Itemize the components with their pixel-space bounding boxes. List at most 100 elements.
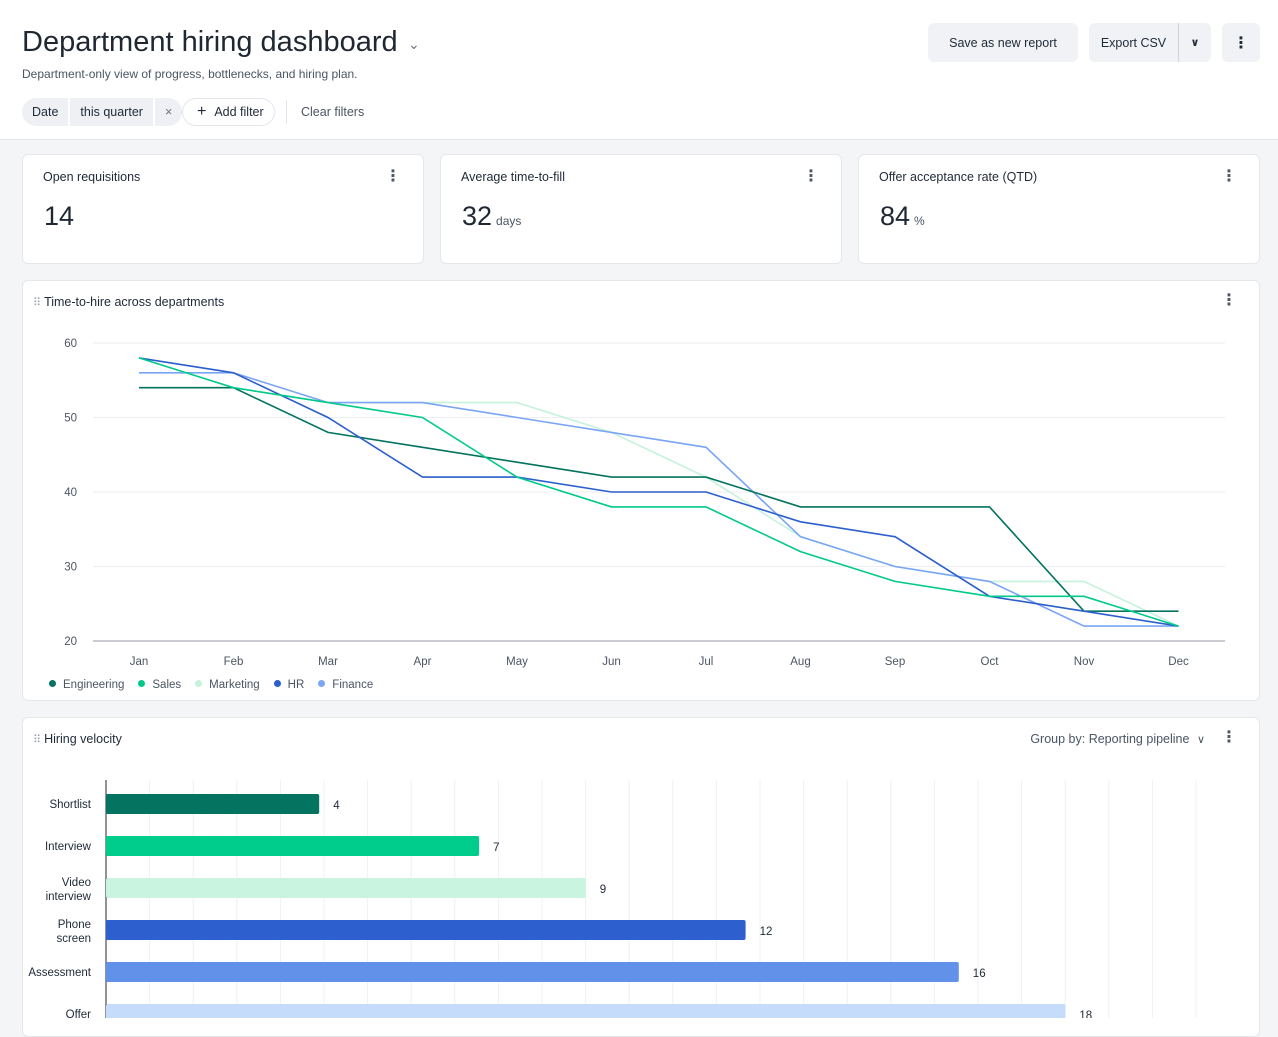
kpi-card: Open requisitions ⋮ 14 — [22, 154, 424, 264]
card-title-text: Time-to-hire across departments — [44, 295, 225, 309]
kpi-label: Open requisitions — [43, 170, 141, 184]
x-tick-label: Feb — [224, 656, 244, 668]
card-title: ⠿ Time-to-hire across departments — [33, 295, 224, 309]
kpi-unit: % — [914, 214, 925, 228]
x-tick-label: Jul — [699, 656, 714, 668]
save-report-button[interactable]: Save as new report — [928, 23, 1078, 62]
value-label: 7 — [493, 842, 499, 854]
card-title-text: Hiring velocity — [44, 732, 122, 746]
hiring-velocity-card: ⠿ Hiring velocity Group by: Reporting pip… — [22, 717, 1260, 1037]
y-tick-label: 60 — [64, 338, 77, 350]
close-icon[interactable]: × — [154, 98, 183, 126]
legend-item[interactable]: Engineering — [49, 679, 124, 691]
filter-value[interactable]: this quarter — [70, 98, 153, 126]
add-filter-label: Add filter — [214, 105, 264, 119]
page-title: Department hiring dashboard — [22, 26, 398, 58]
clear-filters-button[interactable]: Clear filters — [301, 105, 365, 119]
page-subtitle: Department-only view of progress, bottle… — [22, 67, 358, 81]
value-label: 16 — [973, 968, 986, 980]
chevron-down-icon[interactable]: ⌄ — [408, 36, 420, 52]
legend-item[interactable]: Sales — [138, 679, 181, 691]
legend-label: Engineering — [63, 679, 125, 691]
add-filter-button[interactable]: + Add filter — [182, 98, 275, 126]
export-csv-button[interactable]: Export CSV — [1089, 23, 1179, 62]
x-tick-label: Dec — [1168, 656, 1189, 668]
kpi-number: 84 — [880, 201, 911, 231]
kpi-value: 84% — [880, 201, 925, 232]
category-label: Interview — [45, 841, 92, 853]
x-tick-label: Oct — [981, 656, 1000, 668]
legend-item[interactable]: Finance — [318, 679, 373, 691]
category-label: Phone screen — [56, 919, 91, 945]
kpi-card: Average time-to-fill ⋮ 32 days — [440, 154, 842, 264]
filter-field: Date — [22, 98, 69, 126]
export-options-button[interactable]: ∨ — [1179, 23, 1211, 62]
chart-legend: Engineering Sales Marketing HR Finance — [49, 679, 373, 691]
group-by-dropdown[interactable]: Group by: Reporting pipeline ∨ — [1030, 732, 1205, 746]
y-tick-label: 40 — [64, 487, 77, 499]
x-tick-label: Jan — [130, 656, 149, 668]
x-tick-label: Aug — [790, 656, 810, 668]
kebab-icon[interactable]: ⋮ — [803, 168, 819, 185]
kebab-icon[interactable]: ⋮ — [1221, 168, 1237, 185]
x-tick-label: Sep — [885, 656, 905, 668]
x-tick-label: Mar — [318, 656, 338, 668]
bar-chart: Shortlist 4 Interview 7 Video interview 9 Phone… — [28, 780, 1197, 1018]
kebab-icon: ⋮ — [1233, 34, 1249, 52]
kebab-icon[interactable]: ⋮ — [385, 168, 401, 185]
date-filter-chip[interactable]: Date this quarter × — [22, 98, 184, 126]
drag-handle-icon[interactable]: ⠿ — [33, 297, 42, 309]
value-label: 4 — [333, 800, 340, 812]
legend-dot-icon — [49, 680, 56, 688]
x-tick-label: May — [506, 656, 528, 668]
series-line-engineering — [139, 386, 1179, 613]
legend-item[interactable]: HR — [273, 679, 305, 691]
kpi-value: 14 — [44, 201, 78, 232]
legend-dot-icon — [318, 680, 326, 688]
legend-label: Sales — [152, 679, 182, 691]
kebab-icon[interactable]: ⋮ — [1221, 292, 1237, 309]
plus-icon: + — [197, 103, 207, 120]
kpi-number: 14 — [44, 201, 75, 231]
y-tick-label: 20 — [64, 636, 77, 648]
category-label: Video interview — [46, 877, 92, 903]
bar-phone-screen — [106, 920, 746, 940]
value-label: 12 — [760, 926, 773, 938]
card-title: ⠿ Hiring velocity — [33, 732, 122, 746]
drag-handle-icon[interactable]: ⠿ — [33, 734, 42, 746]
value-label: 9 — [600, 884, 606, 896]
category-label: Assessment — [28, 967, 91, 979]
kpi-card: Offer acceptance rate (QTD) ⋮ 84% — [858, 154, 1260, 264]
legend-dot-icon — [138, 680, 146, 688]
x-tick-label: Nov — [1074, 656, 1095, 668]
page-header: Department hiring dashboard ⌄ Department… — [0, 0, 1278, 140]
kpi-label: Offer acceptance rate (QTD) — [879, 170, 1038, 184]
value-label: 18 — [1079, 1010, 1092, 1018]
bar-offer — [106, 1004, 1066, 1018]
line-chart: 20 30 40 50 60 Jan Feb Mar Apr May Jun Jul Aug Sep Oct… — [64, 338, 1225, 668]
legend-label: Marketing — [209, 679, 260, 691]
legend-label: Finance — [332, 679, 374, 691]
divider — [286, 100, 287, 124]
kpi-unit: days — [496, 214, 522, 228]
bar-interview — [106, 836, 480, 856]
kpi-value: 32 days — [462, 201, 521, 232]
bar-shortlist — [106, 794, 320, 814]
kpi-number: 32 — [462, 201, 493, 231]
bar-assessment — [106, 962, 959, 982]
time-to-hire-card: ⠿ Time-to-hire across departments ⋮ 20 30 4… — [22, 280, 1260, 701]
legend-dot-icon — [195, 680, 203, 688]
bar-video-interview — [106, 878, 586, 898]
y-tick-label: 30 — [64, 562, 77, 574]
kebab-icon[interactable]: ⋮ — [1221, 729, 1237, 746]
x-tick-label: Apr — [414, 656, 432, 668]
legend-dot-icon — [273, 680, 281, 688]
chevron-down-icon: ∨ — [1196, 734, 1205, 746]
more-options-button[interactable]: ⋮ — [1222, 23, 1260, 62]
legend-item[interactable]: Marketing — [195, 679, 260, 691]
chevron-down-icon: ∨ — [1190, 37, 1200, 49]
category-label: Shortlist — [49, 799, 91, 811]
y-tick-label: 50 — [64, 413, 77, 425]
series-line-sales — [138, 357, 1179, 627]
legend-label: HR — [287, 679, 305, 691]
